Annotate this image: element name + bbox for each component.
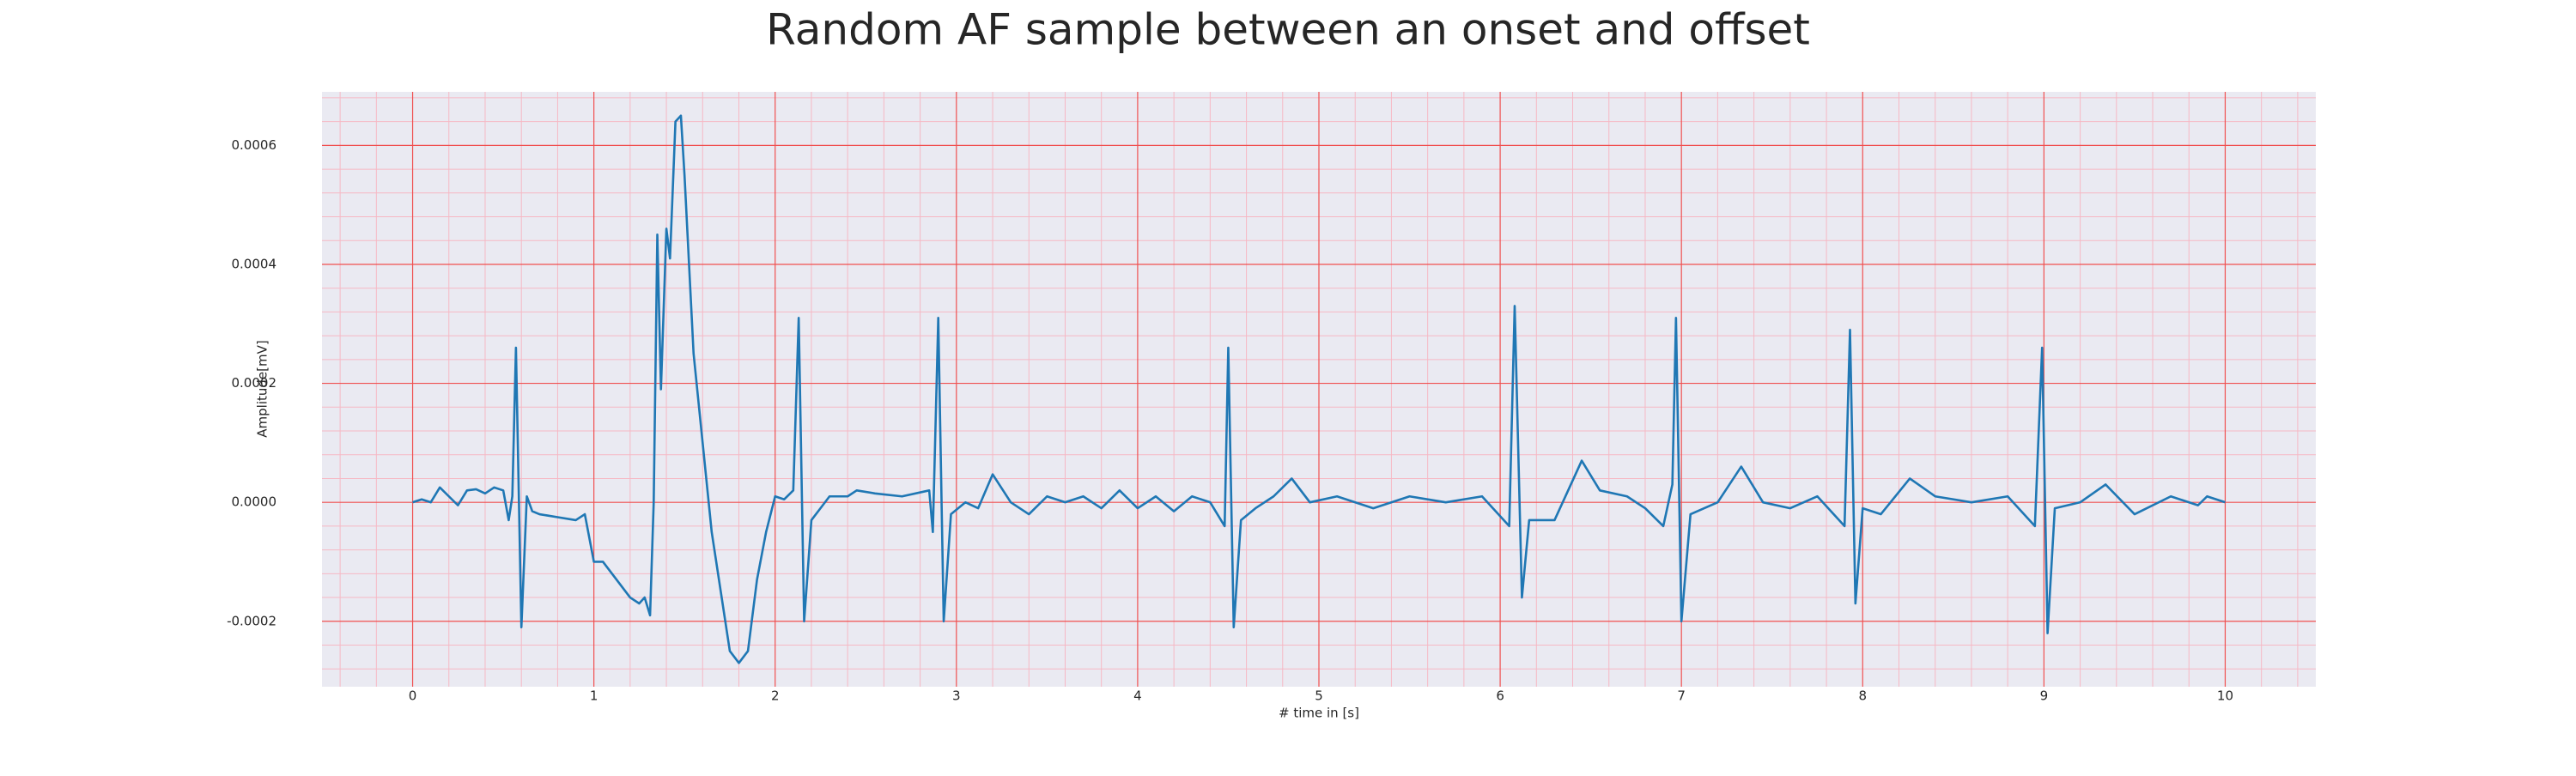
y-tick-label: 0.0004 — [232, 256, 277, 271]
y-tick-label: 0.0006 — [232, 137, 277, 153]
x-axis-label: # time in [s] — [1279, 706, 1359, 721]
x-tick-label: 3 — [952, 688, 961, 704]
x-tick-label: 2 — [771, 688, 780, 704]
chart-title: Random AF sample between an onset and of… — [766, 5, 1810, 55]
y-axis-label: Amplitude[mV] — [255, 340, 270, 437]
x-tick-label: 7 — [1677, 688, 1686, 704]
x-tick-label: 4 — [1133, 688, 1142, 704]
plot — [412, 114, 2226, 664]
x-tick-label: 9 — [2040, 688, 2049, 704]
x-tick-label: 8 — [1858, 688, 1867, 704]
x-tick-label: 6 — [1496, 688, 1504, 704]
y-tick-label: 0.0000 — [232, 494, 277, 510]
x-tick-label: 5 — [1315, 688, 1323, 704]
x-tick-label: 1 — [590, 688, 598, 704]
y-tick-label: -0.0002 — [227, 613, 276, 628]
y-tick-label: 0.0002 — [232, 375, 277, 391]
series-line — [412, 114, 2226, 664]
x-tick-label: 10 — [2217, 688, 2233, 704]
x-tick-label: 0 — [409, 688, 417, 704]
